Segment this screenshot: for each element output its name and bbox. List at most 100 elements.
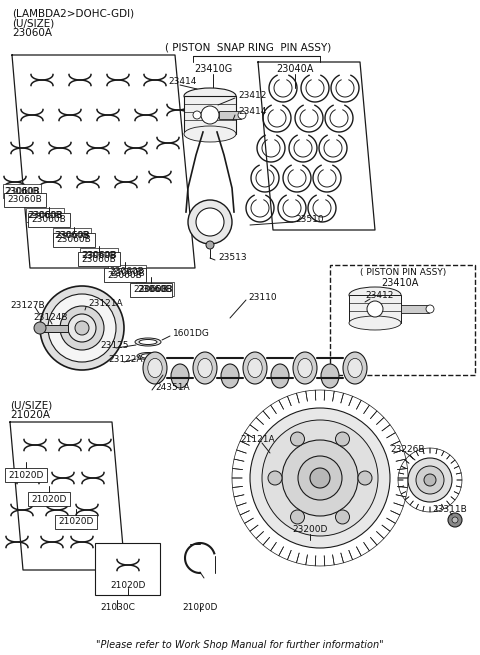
Text: 21020D: 21020D xyxy=(8,470,44,479)
Circle shape xyxy=(68,314,96,342)
Text: 21020D: 21020D xyxy=(31,495,67,504)
Circle shape xyxy=(367,301,383,317)
Bar xyxy=(53,233,95,247)
Circle shape xyxy=(290,510,304,524)
Circle shape xyxy=(193,111,201,119)
Ellipse shape xyxy=(139,339,157,345)
Circle shape xyxy=(268,471,282,485)
Text: 23311B: 23311B xyxy=(432,506,467,514)
Circle shape xyxy=(424,474,436,486)
Text: 23060B: 23060B xyxy=(5,187,39,195)
Text: (U/SIZE): (U/SIZE) xyxy=(12,18,54,28)
Text: 23060B: 23060B xyxy=(5,187,40,196)
Circle shape xyxy=(416,466,444,494)
Circle shape xyxy=(34,322,46,334)
Text: 23060B: 23060B xyxy=(57,236,91,244)
Ellipse shape xyxy=(143,352,167,384)
Text: 23060B: 23060B xyxy=(82,252,117,261)
Text: 23060A: 23060A xyxy=(12,28,52,38)
Ellipse shape xyxy=(271,364,289,388)
Circle shape xyxy=(250,408,390,548)
Bar xyxy=(130,283,172,297)
Text: 23410A: 23410A xyxy=(381,278,419,288)
Ellipse shape xyxy=(141,354,155,358)
Text: 23510: 23510 xyxy=(295,215,324,225)
Circle shape xyxy=(408,458,452,502)
Circle shape xyxy=(60,306,104,350)
Text: 23414: 23414 xyxy=(168,77,196,86)
Bar xyxy=(108,265,146,279)
Text: 24351A: 24351A xyxy=(155,383,190,392)
Text: 23060B: 23060B xyxy=(133,286,168,295)
Circle shape xyxy=(426,305,434,313)
Circle shape xyxy=(196,208,224,236)
Bar xyxy=(55,515,97,529)
Circle shape xyxy=(448,513,462,527)
Ellipse shape xyxy=(135,338,161,346)
Bar xyxy=(219,111,241,119)
Text: 21121A: 21121A xyxy=(240,436,275,445)
Text: 23125: 23125 xyxy=(100,341,129,350)
Text: ( PISTON PIN ASSY): ( PISTON PIN ASSY) xyxy=(360,269,446,278)
Bar xyxy=(80,248,118,262)
Text: (LAMBDA2>DOHC-GDI): (LAMBDA2>DOHC-GDI) xyxy=(12,8,134,18)
Ellipse shape xyxy=(184,126,236,142)
Text: 23410G: 23410G xyxy=(194,64,232,74)
Bar xyxy=(184,96,236,134)
Text: 23060B: 23060B xyxy=(109,267,144,276)
Circle shape xyxy=(206,241,214,249)
Circle shape xyxy=(336,510,349,524)
Text: 23060B: 23060B xyxy=(55,231,89,240)
Text: 23060B: 23060B xyxy=(28,212,63,221)
Text: ( PISTON  SNAP RING  PIN ASSY): ( PISTON SNAP RING PIN ASSY) xyxy=(165,43,331,53)
Ellipse shape xyxy=(321,364,339,388)
Text: 21020D: 21020D xyxy=(182,603,218,612)
Bar xyxy=(104,268,146,282)
Ellipse shape xyxy=(148,358,162,377)
Bar xyxy=(53,228,91,242)
Circle shape xyxy=(282,440,358,516)
Circle shape xyxy=(310,468,330,488)
Circle shape xyxy=(262,420,378,536)
Ellipse shape xyxy=(248,358,262,377)
Bar xyxy=(401,305,429,313)
Ellipse shape xyxy=(137,352,159,360)
Text: 23060B: 23060B xyxy=(82,255,116,263)
Text: 23513: 23513 xyxy=(218,253,247,263)
Ellipse shape xyxy=(184,88,236,104)
Circle shape xyxy=(358,471,372,485)
Ellipse shape xyxy=(349,287,401,303)
Text: 23226B: 23226B xyxy=(390,445,424,455)
Text: 23412: 23412 xyxy=(365,291,394,299)
Bar xyxy=(4,193,46,207)
Circle shape xyxy=(298,456,342,500)
Text: 21020D: 21020D xyxy=(58,517,94,527)
Circle shape xyxy=(290,432,304,446)
Bar xyxy=(28,213,70,227)
Bar xyxy=(28,492,70,506)
Text: 21020D: 21020D xyxy=(110,580,146,590)
Circle shape xyxy=(452,517,458,523)
Ellipse shape xyxy=(298,358,312,377)
Text: 21020A: 21020A xyxy=(10,410,50,420)
Text: 23060B: 23060B xyxy=(55,231,90,240)
Text: 23200D: 23200D xyxy=(292,525,328,534)
Ellipse shape xyxy=(343,352,367,384)
Circle shape xyxy=(48,294,116,362)
Text: 23060B: 23060B xyxy=(110,269,145,278)
Text: 23121A: 23121A xyxy=(88,299,122,309)
Ellipse shape xyxy=(193,352,217,384)
Text: 23060B: 23060B xyxy=(82,250,116,259)
Bar xyxy=(78,252,120,266)
Text: 23060B: 23060B xyxy=(28,210,62,219)
Bar xyxy=(3,184,41,198)
Text: 23110: 23110 xyxy=(248,293,276,303)
Text: 1601DG: 1601DG xyxy=(173,329,210,337)
Text: 23060B: 23060B xyxy=(138,286,173,295)
Text: 23060B: 23060B xyxy=(8,195,42,204)
Circle shape xyxy=(201,106,219,124)
Bar xyxy=(26,208,64,222)
Text: 23060B: 23060B xyxy=(138,284,172,293)
Ellipse shape xyxy=(348,358,362,377)
Text: 23060B: 23060B xyxy=(32,215,66,225)
